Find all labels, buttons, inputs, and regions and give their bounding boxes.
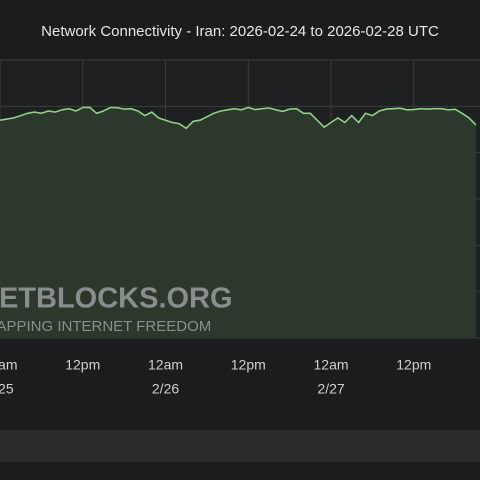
- x-tick-label: 12pm: [231, 357, 266, 373]
- x-tick-date: 2/26: [152, 381, 179, 397]
- x-tick-label: 12am: [148, 357, 183, 373]
- watermark: NETBLOCKS.ORG: [0, 283, 233, 315]
- x-tick-label: 12pm: [65, 357, 100, 373]
- x-tick-label: 12am: [0, 357, 18, 373]
- marks: [0, 106, 477, 338]
- x-tick-label: 12pm: [396, 357, 431, 373]
- area-fill: [0, 107, 476, 338]
- x-tick-label: 12am: [314, 357, 349, 373]
- chart-title: Network Connectivity - Iran: 2026-02-24 …: [41, 23, 439, 40]
- watermark-tagline: MAPPING INTERNET FREEDOM: [0, 318, 211, 335]
- x-tick-date: 2/25: [0, 381, 14, 397]
- footer-bar: [0, 430, 480, 462]
- x-tick-date: 2/27: [317, 381, 344, 397]
- line: [0, 106, 477, 130]
